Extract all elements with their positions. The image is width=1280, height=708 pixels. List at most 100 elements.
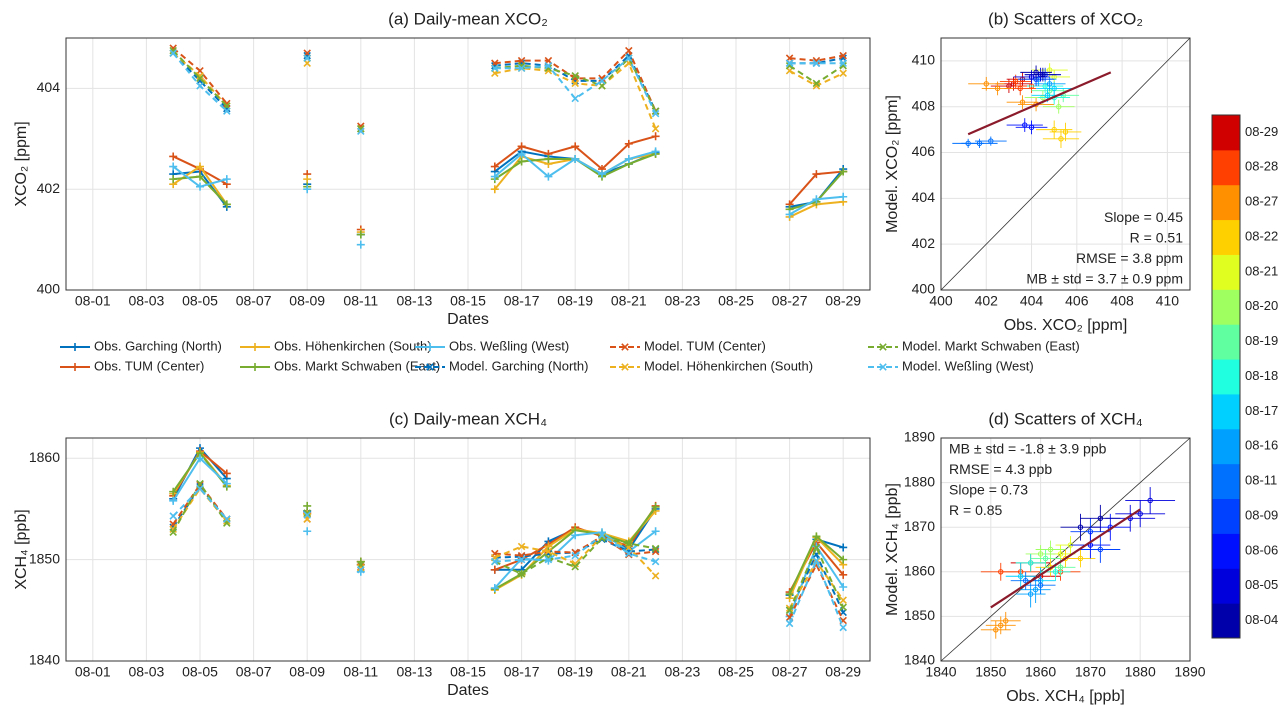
y-tick-label: 1850 bbox=[29, 550, 60, 566]
data-point bbox=[812, 59, 821, 67]
colorbar-label: 08-17 bbox=[1245, 403, 1278, 418]
data-point bbox=[1137, 511, 1143, 517]
x-tick-label: 08-09 bbox=[289, 293, 325, 309]
x-tick-label: 08-23 bbox=[664, 293, 700, 309]
x-tick-label: 08-19 bbox=[557, 293, 593, 309]
data-point bbox=[223, 99, 231, 108]
data-point bbox=[812, 79, 821, 88]
series-line bbox=[788, 544, 845, 611]
x-tick-label: 08-17 bbox=[504, 664, 540, 680]
data-point bbox=[169, 152, 178, 161]
data-point bbox=[490, 162, 499, 171]
data-point bbox=[169, 162, 178, 171]
x-tick-label: 1880 bbox=[1125, 664, 1156, 680]
data-point bbox=[785, 606, 794, 615]
data-point bbox=[571, 531, 580, 540]
data-point bbox=[839, 596, 847, 604]
y-tick-label: 400 bbox=[912, 281, 936, 297]
data-point bbox=[169, 175, 178, 184]
colorbar-label: 08-04 bbox=[1245, 612, 1278, 627]
data-point bbox=[491, 557, 499, 566]
x-tick-label: 08-07 bbox=[236, 293, 272, 309]
data-point bbox=[1046, 81, 1053, 87]
annotation: R = 0.85 bbox=[949, 502, 1003, 518]
y-tick-label: 1840 bbox=[29, 652, 60, 668]
data-point bbox=[357, 127, 365, 136]
data-point bbox=[625, 549, 633, 558]
colorbar-segment bbox=[1212, 324, 1240, 360]
data-point bbox=[598, 74, 606, 83]
colorbar-label: 08-05 bbox=[1245, 577, 1278, 592]
x-axis-label: Dates bbox=[447, 311, 489, 328]
y-tick-label: 1860 bbox=[29, 449, 60, 465]
y-tick-label: 402 bbox=[912, 235, 936, 251]
y-tick-label: 402 bbox=[37, 180, 61, 196]
data-point bbox=[517, 570, 526, 578]
data-point bbox=[491, 64, 499, 73]
data-point bbox=[1097, 546, 1104, 553]
x-tick-label: 08-05 bbox=[182, 293, 218, 309]
legend-label: Model. Garching (North) bbox=[449, 358, 588, 373]
data-point bbox=[839, 555, 848, 564]
x-tick-label: 08-21 bbox=[611, 664, 647, 680]
axes-frame bbox=[65, 37, 871, 291]
data-point bbox=[994, 85, 1001, 92]
data-point bbox=[303, 54, 311, 62]
data-point bbox=[812, 170, 821, 179]
data-point bbox=[998, 622, 1004, 629]
x-tick-label: 08-27 bbox=[772, 293, 808, 309]
data-point bbox=[571, 154, 580, 163]
data-point bbox=[839, 192, 848, 201]
x-tick-label: 08-29 bbox=[825, 664, 861, 680]
data-point bbox=[571, 142, 580, 151]
data-point bbox=[303, 527, 312, 536]
data-point bbox=[223, 107, 231, 115]
data-point bbox=[490, 185, 499, 194]
data-point bbox=[1051, 85, 1057, 92]
data-point bbox=[1022, 578, 1029, 584]
x-tick-label: 1850 bbox=[975, 664, 1006, 680]
data-point bbox=[1077, 524, 1084, 530]
data-point bbox=[624, 139, 633, 148]
x-tick-label: 08-29 bbox=[825, 293, 861, 309]
y-axis-label: XCH₄ [ppb] bbox=[13, 509, 30, 589]
data-point bbox=[651, 124, 660, 133]
x-tick-label: 08-01 bbox=[75, 664, 111, 680]
x-tick-label: 400 bbox=[929, 293, 953, 309]
fit-line bbox=[990, 508, 1141, 609]
x-tick-label: 08-11 bbox=[343, 293, 378, 309]
data-point bbox=[303, 501, 312, 510]
data-point bbox=[598, 77, 606, 85]
series-line bbox=[172, 52, 228, 110]
data-point bbox=[1028, 124, 1035, 131]
data-point bbox=[571, 94, 579, 103]
colorbar-label: 08-22 bbox=[1245, 228, 1278, 243]
data-point bbox=[223, 517, 231, 525]
colorbar-segment bbox=[1212, 359, 1240, 395]
data-point bbox=[651, 147, 660, 156]
data-point bbox=[651, 544, 660, 553]
legend-marker bbox=[251, 363, 259, 371]
x-tick-label: 08-09 bbox=[289, 664, 325, 680]
data-point bbox=[1027, 591, 1034, 597]
data-point bbox=[1057, 564, 1064, 571]
data-point bbox=[1033, 69, 1039, 76]
data-point bbox=[785, 619, 794, 628]
series-line bbox=[172, 487, 228, 520]
legend-label: Model. Höhenkirchen (South) bbox=[644, 358, 813, 373]
data-point bbox=[1147, 497, 1153, 504]
y-axis-label: XCO₂ [ppm] bbox=[13, 121, 30, 206]
legend-marker bbox=[621, 363, 629, 371]
data-point bbox=[839, 167, 848, 176]
colorbar-label: 08-16 bbox=[1245, 438, 1278, 453]
x-tick-label: 410 bbox=[1156, 293, 1180, 309]
annotation: RMSE = 3.8 ppm bbox=[1076, 250, 1183, 266]
data-point bbox=[624, 154, 633, 163]
data-point bbox=[356, 240, 365, 249]
data-point bbox=[517, 142, 526, 151]
axes-frame bbox=[940, 37, 1191, 291]
data-point bbox=[598, 170, 606, 179]
data-point bbox=[839, 583, 848, 592]
colorbar-label: 08-20 bbox=[1245, 298, 1278, 313]
legend-marker bbox=[879, 363, 887, 371]
